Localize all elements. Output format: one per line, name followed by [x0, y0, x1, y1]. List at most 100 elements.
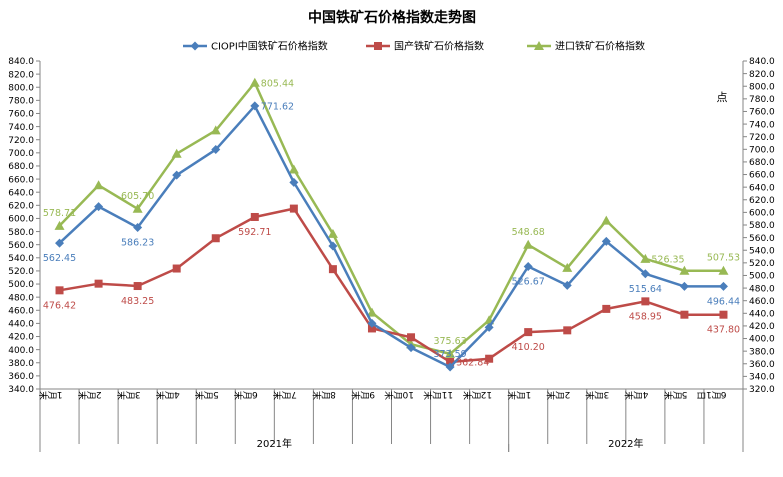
x-category-label: 1月末: [507, 389, 532, 400]
left-tick-label: 420.0: [8, 333, 34, 343]
left-tick-label: 580.0: [8, 228, 34, 238]
point-marker: [523, 262, 533, 272]
right-tick-label: 560.0: [749, 234, 775, 244]
x-category-label: 10月末: [384, 389, 414, 400]
point-marker: [524, 328, 533, 337]
point-marker: [133, 222, 143, 232]
series-line: [58, 104, 724, 369]
point-marker: [289, 177, 299, 187]
data-label: 586.23: [121, 237, 154, 248]
x-category-label: 2月末: [546, 389, 571, 400]
point-marker: [719, 310, 728, 319]
left-tick-label: 640.0: [8, 188, 34, 198]
data-label: 437.80: [707, 325, 740, 336]
data-label: 805.44: [261, 78, 294, 89]
data-label: 458.95: [629, 311, 662, 322]
data-label: 507.53: [707, 253, 740, 264]
x-category-label: 4月末: [624, 389, 649, 400]
right-tick-label: 600.0: [749, 209, 775, 219]
left-tick-label: 620.0: [8, 202, 34, 212]
point-marker: [718, 265, 729, 275]
x-category-label: 6月1日: [697, 389, 726, 400]
right-tick-label: 420.0: [749, 322, 775, 332]
axes: 340.0 360.0 380.0 400.0 420.0 440.0 460.0 480.0…: [8, 57, 775, 452]
left-tick-label: 360.0: [8, 372, 34, 382]
right-tick-label: 500.0: [749, 272, 775, 282]
point-marker: [563, 326, 572, 335]
x-category-label: 1月末: [38, 389, 63, 400]
left-tick-label: 340.0: [8, 385, 34, 395]
left-tick-label: 740.0: [8, 123, 34, 133]
right-tick-label: 320.0: [749, 385, 775, 395]
x-category-label: 8月末: [311, 389, 336, 400]
data-label: 771.62: [261, 101, 294, 112]
right-tick-label: 360.0: [749, 360, 775, 370]
right-tick-label: 760.0: [749, 108, 775, 118]
left-tick-label: 660.0: [8, 175, 34, 185]
left-tick-label: 800.0: [8, 83, 34, 93]
x-category-label: 9月末: [350, 389, 375, 400]
data-label: 362.84: [456, 357, 489, 368]
point-marker: [288, 164, 299, 174]
point-marker: [289, 204, 298, 213]
x-category-label: 4月末: [155, 389, 180, 400]
point-marker: [406, 343, 416, 353]
data-label: 496.44: [707, 296, 740, 307]
right-tick-label: 580.0: [749, 221, 775, 231]
point-marker: [211, 234, 220, 243]
point-marker: [93, 180, 104, 190]
point-marker: [640, 253, 651, 263]
data-label: 373.59: [433, 349, 466, 360]
series-0: [55, 101, 728, 372]
point-marker: [640, 269, 650, 279]
point-marker: [328, 241, 338, 251]
data-label: 562.45: [43, 253, 76, 264]
data-label: 375.63: [433, 336, 466, 347]
point-marker: [407, 333, 416, 342]
x-category-label: 11月末: [423, 389, 453, 400]
left-tick-label: 480.0: [8, 293, 34, 303]
right-tick-label: 780.0: [749, 95, 775, 105]
point-marker: [172, 264, 181, 273]
left-tick-label: 560.0: [8, 241, 34, 251]
right-tick-label: 540.0: [749, 246, 775, 256]
point-marker: [132, 203, 143, 213]
point-marker: [55, 286, 64, 295]
point-marker: [679, 281, 689, 291]
x-category-label: 6月末: [233, 389, 258, 400]
point-marker: [602, 304, 611, 313]
right-axis-unit: 点: [717, 91, 728, 104]
point-marker: [133, 282, 142, 291]
point-marker: [523, 239, 534, 249]
right-tick-label: 720.0: [749, 133, 775, 143]
series-line: [59, 207, 724, 364]
right-tick-label: 440.0: [749, 310, 775, 320]
point-marker: [601, 215, 612, 225]
right-tick-label: 340.0: [749, 373, 775, 383]
data-label: 605.70: [121, 191, 154, 202]
right-tick-label: 460.0: [749, 297, 775, 307]
point-marker: [210, 125, 221, 135]
point-marker: [534, 41, 544, 50]
point-marker: [250, 101, 260, 111]
point-marker: [367, 318, 377, 328]
point-marker: [485, 354, 494, 363]
right-tick-label: 840.0: [749, 57, 775, 67]
point-marker: [172, 170, 182, 180]
point-marker: [250, 212, 259, 221]
left-tick-label: 680.0: [8, 162, 34, 172]
right-tick-label: 740.0: [749, 120, 775, 130]
left-tick-label: 380.0: [8, 359, 34, 369]
point-marker: [367, 324, 376, 333]
point-marker: [190, 41, 200, 51]
right-tick-label: 620.0: [749, 196, 775, 206]
right-tick-label: 640.0: [749, 183, 775, 193]
point-marker: [445, 362, 455, 372]
x-category-label: 3月末: [585, 389, 610, 400]
data-label: 483.25: [121, 296, 154, 307]
point-marker: [562, 280, 572, 290]
point-marker: [366, 307, 377, 317]
point-marker: [54, 220, 65, 230]
right-tick-label: 700.0: [749, 146, 775, 156]
left-tick-label: 460.0: [8, 306, 34, 316]
